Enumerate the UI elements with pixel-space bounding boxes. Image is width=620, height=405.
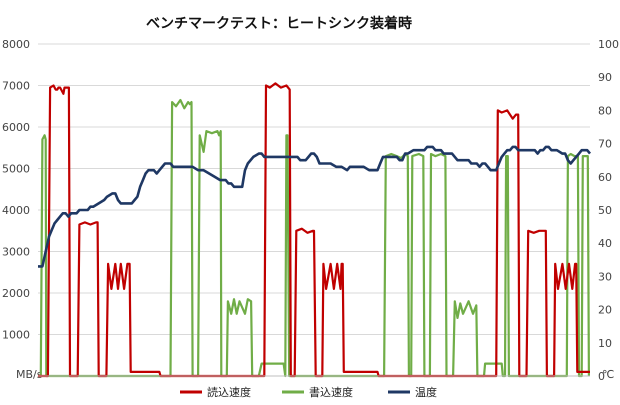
right-tick-label: 100 (598, 38, 619, 51)
legend-item: 読込速度 (180, 385, 251, 399)
legend-label: 読込速度 (207, 385, 251, 399)
right-tick-label: 30 (598, 270, 612, 283)
left-tick-label: 4000 (2, 204, 30, 217)
right-tick-label: 90 (598, 71, 612, 84)
series-line (38, 82, 590, 378)
legend-label: 書込速度 (309, 385, 353, 399)
left-tick-label: 7000 (2, 80, 30, 93)
left-tick-label: 2000 (2, 287, 30, 300)
left-tick-label: 1000 (2, 329, 30, 342)
left-tick-label: 3000 (2, 246, 30, 259)
right-tick-label: 70 (598, 138, 612, 151)
right-tick-label: 40 (598, 237, 612, 250)
left-axis-ticks: 1000 2000 3000 4000 5000 6000 7000 8000 (2, 38, 30, 342)
chart-title: ベンチマークテスト：ヒートシンク装着時 (146, 15, 412, 32)
legend-item: 書込速度 (282, 385, 353, 399)
legend: 読込速度 書込速度 温度 (180, 385, 437, 399)
right-tick-label: 80 (598, 104, 612, 117)
right-axis-ticks: 0 10 20 30 40 50 60 70 80 90 100 (598, 38, 619, 383)
right-tick-label: 50 (598, 204, 612, 217)
left-axis-unit: MB/s (16, 368, 43, 381)
right-tick-label: 20 (598, 304, 612, 317)
series-line (38, 145, 592, 268)
left-tick-label: 6000 (2, 121, 30, 134)
right-axis-unit: ℃ (602, 368, 614, 381)
right-tick-label: 10 (598, 337, 612, 350)
legend-item: 温度 (388, 385, 437, 399)
right-tick-label: 0 (598, 370, 605, 383)
legend-label: 温度 (415, 385, 437, 399)
left-tick-label: 8000 (2, 38, 30, 51)
left-tick-label: 5000 (2, 163, 30, 176)
right-tick-label: 60 (598, 171, 612, 184)
